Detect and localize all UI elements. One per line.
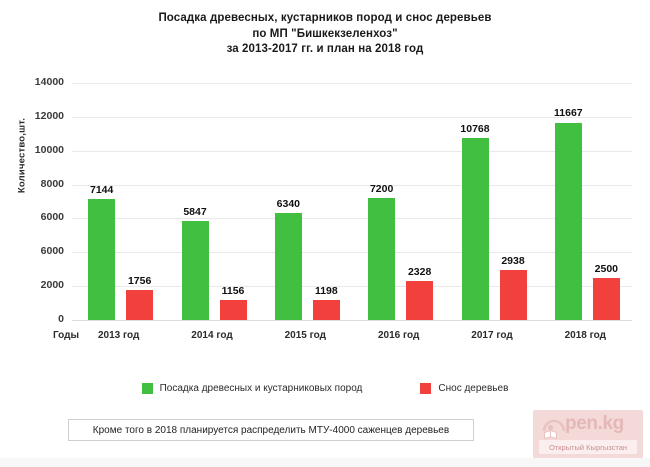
bar-value-label: 2938 [501, 255, 525, 268]
y-axis-tick-label: 6000 [40, 211, 64, 224]
bar-value-label: 7144 [89, 184, 114, 197]
bar-value-label: 11667 [554, 107, 583, 120]
bar-value-label: 2328 [407, 265, 432, 278]
bar-value-label: 6340 [276, 197, 300, 210]
gridline [72, 252, 632, 254]
x-axis-tick-label: 2017 год [471, 330, 513, 341]
bar [592, 277, 620, 320]
x-axis-tick-label: 2014 год [191, 330, 233, 341]
x-axis-tick-label: 2016 год [377, 330, 420, 341]
chart-title-line-2: по МП "Бишкекзеленхоз" [252, 27, 398, 40]
legend-item[interactable]: Посадка древесных и кустарниковых пород [141, 383, 363, 394]
y-axis-tick-label: 8000 [40, 177, 64, 190]
legend-swatch [420, 383, 432, 394]
bar [406, 280, 434, 320]
x-axis-tick-label: 2018 год [564, 330, 607, 341]
bar [126, 290, 154, 320]
chart-title-line-3: за 2013-2017 гг. и план на 2018 год [226, 43, 424, 55]
chart-title-line-1: Посадка древесных, кустарников пород и с… [158, 12, 492, 24]
bar-value-label: 10768 [460, 122, 490, 135]
gridline [72, 286, 632, 288]
bar-value-label: 7200 [369, 183, 394, 196]
bottom-edge [0, 458, 650, 467]
plot-area: 7144 1756 5847 1156 6340 1198 7200 2328 10768 293… [72, 83, 632, 321]
bar-value-label: 5847 [183, 206, 207, 219]
y-axis-tick-label: 10000 [34, 143, 64, 156]
bar-value-label: 2500 [594, 262, 618, 275]
bar-value-label: 1198 [314, 284, 338, 297]
bar [274, 212, 302, 320]
gridline [72, 320, 632, 321]
watermark-subtitle: Открытый Кыргызстан [548, 442, 628, 452]
y-axis-tick-label: 2000 [40, 279, 64, 292]
legend-swatch [141, 383, 153, 394]
y-axis-tick-label: 6000 [40, 245, 64, 258]
legend-item[interactable]: Снос деревьев [420, 383, 508, 394]
legend-label: Снос деревьев [438, 383, 509, 394]
x-axis-title: Годы [52, 330, 80, 341]
gridline [72, 218, 632, 220]
bar [554, 122, 582, 320]
open-book-icon [542, 419, 566, 440]
legend-label: Посадка древесных и кустарниковых пород [159, 383, 363, 394]
y-axis-tick-label: 14000 [34, 76, 64, 88]
bar-value-label: 1756 [127, 275, 152, 288]
bar [219, 300, 247, 320]
bar-value-label: 1156 [221, 285, 245, 298]
footnote-box: Кроме того в 2018 планируется распредели… [68, 419, 474, 441]
gridline [72, 116, 632, 118]
chart-legend: Посадка древесных и кустарниковых пород С… [0, 383, 650, 394]
footnote-text: Кроме того в 2018 планируется распредели… [92, 424, 450, 436]
watermark-wordmark: pen.kg [565, 413, 624, 434]
bar [461, 137, 489, 320]
bar [368, 198, 396, 320]
y-axis-tick-label: 0 [58, 313, 64, 325]
x-axis-tick-label: 2015 год [284, 330, 327, 341]
watermark-subtitle-box: Открытый Кыргызстан [539, 440, 637, 454]
bar [499, 270, 527, 320]
gridline [72, 150, 632, 152]
x-axis-tick-label: 2013 год [97, 330, 140, 341]
gridline [72, 184, 632, 186]
bar [181, 221, 209, 320]
bar [88, 199, 116, 320]
bar [312, 299, 340, 320]
y-axis-tick-label: 12000 [34, 109, 64, 122]
watermark-open-kg: pen.kg Открытый Кыргызстан [533, 410, 643, 460]
gridline [72, 83, 632, 84]
chart-title: Посадка древесных, кустарников пород и с… [60, 11, 590, 58]
